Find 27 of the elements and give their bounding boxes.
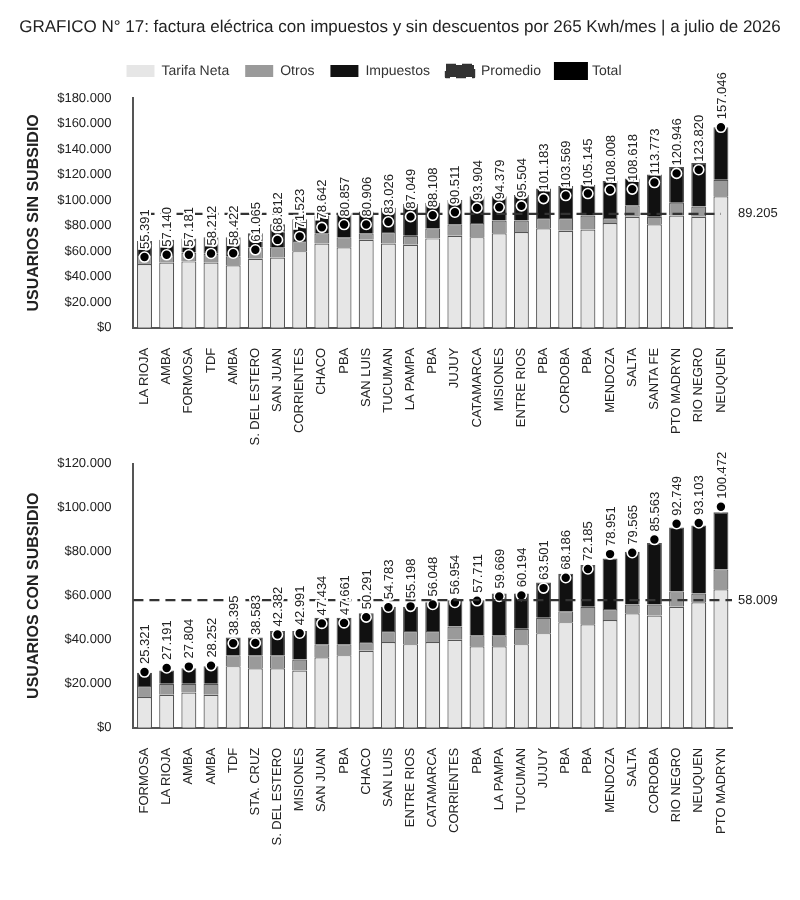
point (205, 659, 217, 672)
point (138, 666, 151, 678)
point (715, 500, 727, 513)
point (626, 546, 639, 559)
point (160, 662, 173, 674)
point (537, 582, 550, 594)
point (205, 247, 217, 260)
y-axis-title: USUARIOS CON SUBSIDIO (24, 492, 43, 699)
point (670, 167, 683, 180)
point (648, 176, 661, 189)
point (227, 637, 239, 650)
point (338, 617, 350, 629)
point (183, 660, 195, 673)
point (604, 184, 616, 196)
point (426, 598, 439, 611)
point (559, 571, 572, 584)
point (582, 563, 594, 575)
point (160, 249, 173, 261)
chart-title: GRAFICO N° 17: factura eléctrica con impuestos y sin descuentos por 265 Kwh/mes | a julio de 2026 (17, 16, 783, 36)
point (493, 590, 506, 603)
point (271, 628, 284, 641)
point (316, 617, 328, 630)
point (249, 637, 262, 649)
point (692, 163, 705, 176)
y-axis-title: USUARIOS SIN SUBSIDIO (24, 114, 43, 312)
point (316, 221, 328, 234)
point (692, 517, 705, 529)
